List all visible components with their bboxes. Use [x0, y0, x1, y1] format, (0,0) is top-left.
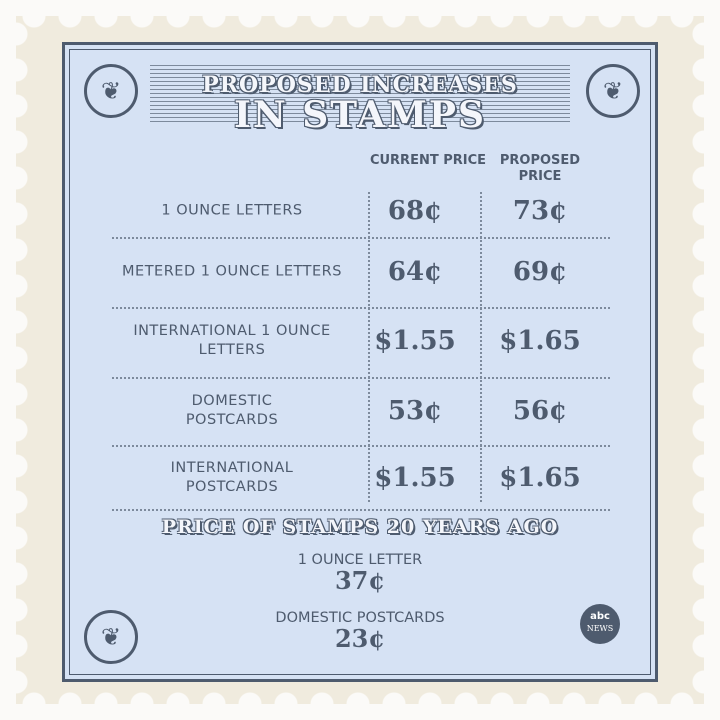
proposed-price: $1.65 [499, 326, 581, 356]
current-price: 53¢ [387, 396, 443, 426]
proposed-price: 69¢ [512, 257, 568, 287]
proposed-price: $1.65 [499, 463, 581, 493]
table-row: DOMESTIC POSTCARDS 53¢ 56¢ [0, 381, 720, 441]
table-row: 1 OUNCE LETTERS 68¢ 73¢ [0, 181, 720, 241]
current-price: 64¢ [387, 257, 443, 287]
title-stripes [150, 62, 570, 124]
column-divider [480, 192, 482, 502]
title-line-1: PROPOSED INCREASES [202, 72, 518, 98]
perforation-left [0, 16, 32, 704]
perforation-bottom [16, 688, 704, 720]
row-label: INTERNATIONAL 1 OUNCE LETTERS [133, 323, 331, 358]
column-header-current: CURRENT PRICE [369, 153, 487, 168]
row-divider [112, 509, 610, 511]
row-divider [112, 307, 610, 309]
row-divider [112, 445, 610, 447]
history-label: 1 OUNCE LETTER [297, 552, 423, 568]
perforation-top [16, 0, 704, 32]
table-row: METERED 1 OUNCE LETTERS 64¢ 69¢ [0, 242, 720, 302]
row-label: METERED 1 OUNCE LETTERS [122, 263, 342, 280]
row-label: INTERNATIONAL POSTCARDS [170, 460, 294, 495]
current-price: $1.55 [374, 326, 456, 356]
title-line-2: IN STAMPS [234, 94, 486, 136]
history-price: 37¢ [334, 566, 386, 595]
logo-subtext: NEWS [586, 624, 614, 633]
current-price: $1.55 [374, 463, 456, 493]
proposed-price: 73¢ [512, 196, 568, 226]
row-label: 1 OUNCE LETTERS [161, 202, 303, 219]
logo-text: abc [590, 611, 610, 622]
table-row: INTERNATIONAL 1 OUNCE LETTERS $1.55 $1.6… [0, 311, 720, 371]
history-label: DOMESTIC POSTCARDS [275, 610, 445, 626]
leaf-ornament-icon: ❦ [586, 64, 640, 118]
column-header-proposed: PROPOSED PRICE [499, 153, 581, 184]
row-label: DOMESTIC POSTCARDS [185, 393, 279, 428]
proposed-price: 56¢ [512, 396, 568, 426]
row-divider [112, 237, 610, 239]
leaf-ornament-icon: ❦ [84, 64, 138, 118]
table-row: INTERNATIONAL POSTCARDS $1.55 $1.65 [0, 448, 720, 508]
history-heading: PRICE OF STAMPS 20 YEARS AGO [161, 516, 559, 538]
leaf-ornament-icon: ❦ [84, 610, 138, 664]
row-divider [112, 377, 610, 379]
abc-news-logo: abc NEWS [580, 604, 620, 644]
perforation-right [688, 16, 720, 704]
history-price: 23¢ [334, 624, 386, 653]
stamp-panel [62, 42, 658, 682]
column-divider [368, 192, 370, 502]
current-price: 68¢ [387, 196, 443, 226]
